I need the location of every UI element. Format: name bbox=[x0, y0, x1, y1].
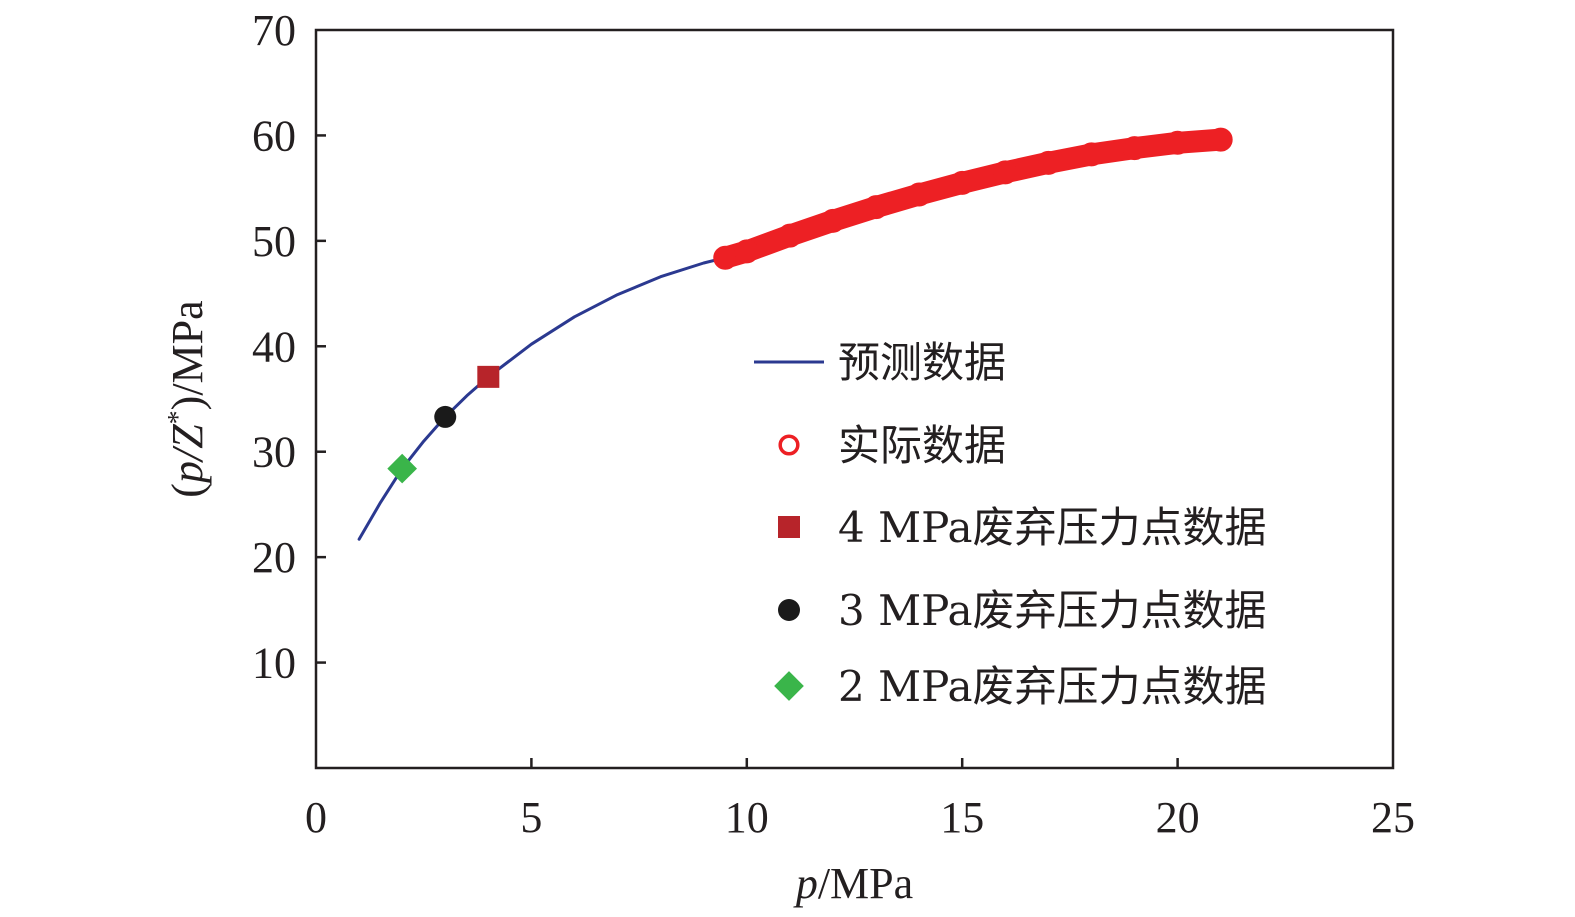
y-tick-label: 50 bbox=[252, 217, 296, 266]
actual-data-point bbox=[950, 170, 975, 195]
predicted-line bbox=[357, 256, 727, 541]
plot-frame bbox=[314, 28, 1395, 770]
legend-label: 实际数据 bbox=[838, 421, 1006, 470]
legend-label: 4 MPa废弃压力点数据 bbox=[838, 503, 1267, 552]
actual-data-point bbox=[1036, 150, 1061, 175]
x-tick-label: 20 bbox=[1156, 793, 1200, 842]
legend-label: 2 MPa废弃压力点数据 bbox=[838, 662, 1267, 711]
actual-data-point bbox=[1208, 127, 1233, 152]
x-tick-label: 5 bbox=[520, 793, 542, 842]
abandon-point-2mpa bbox=[387, 453, 418, 484]
actual-data-point bbox=[1165, 130, 1190, 155]
x-axis-title-var: p bbox=[793, 859, 818, 908]
x-tick-label: 0 bbox=[305, 793, 327, 842]
x-tick-label: 10 bbox=[725, 793, 769, 842]
x-axis-title: p/MPa bbox=[793, 859, 913, 908]
legend-marker-3mpa bbox=[778, 599, 800, 621]
actual-data-point bbox=[993, 160, 1018, 185]
x-tick-label: 25 bbox=[1371, 793, 1415, 842]
x-tick-label: 15 bbox=[940, 793, 984, 842]
actual-data-point bbox=[777, 223, 802, 248]
y-axis-title-open: ( bbox=[163, 483, 212, 498]
plot-area bbox=[357, 127, 1233, 541]
y-tick-label: 30 bbox=[252, 428, 296, 477]
y-tick-label: 60 bbox=[252, 111, 296, 160]
actual-data-point bbox=[1079, 142, 1104, 167]
y-tick-label: 20 bbox=[252, 533, 296, 582]
legend-marker-actual bbox=[778, 434, 800, 456]
y-tick-label: 40 bbox=[252, 322, 296, 371]
x-axis-title-unit: /MPa bbox=[818, 859, 913, 908]
y-axis-title-sup: * bbox=[163, 410, 194, 424]
abandon-point-3mpa bbox=[434, 405, 457, 428]
actual-data-point bbox=[864, 195, 889, 220]
y-tick-label: 10 bbox=[252, 639, 296, 688]
actual-data-point bbox=[734, 239, 759, 264]
axis-ticks: 0 5 10 15 20 25 10 20 30 40 50 60 70 bbox=[252, 6, 1415, 842]
actual-data-point bbox=[1122, 136, 1147, 161]
y-tick-label: 70 bbox=[252, 6, 296, 55]
y-axis-title-unit: )/MPa bbox=[163, 300, 212, 410]
legend-marker-4mpa bbox=[778, 516, 800, 538]
y-axis-title-var: p/Z bbox=[163, 424, 212, 486]
y-axis-title: (p/Z*)/MPa bbox=[163, 300, 213, 497]
actual-data-point bbox=[820, 208, 845, 233]
actual-data-point bbox=[907, 182, 932, 207]
legend-label: 预测数据 bbox=[838, 338, 1006, 387]
abandon-point-4mpa bbox=[477, 365, 500, 388]
legend-label: 3 MPa废弃压力点数据 bbox=[838, 586, 1267, 635]
legend-marker-2mpa bbox=[774, 671, 804, 701]
actual-data-point bbox=[713, 245, 738, 270]
